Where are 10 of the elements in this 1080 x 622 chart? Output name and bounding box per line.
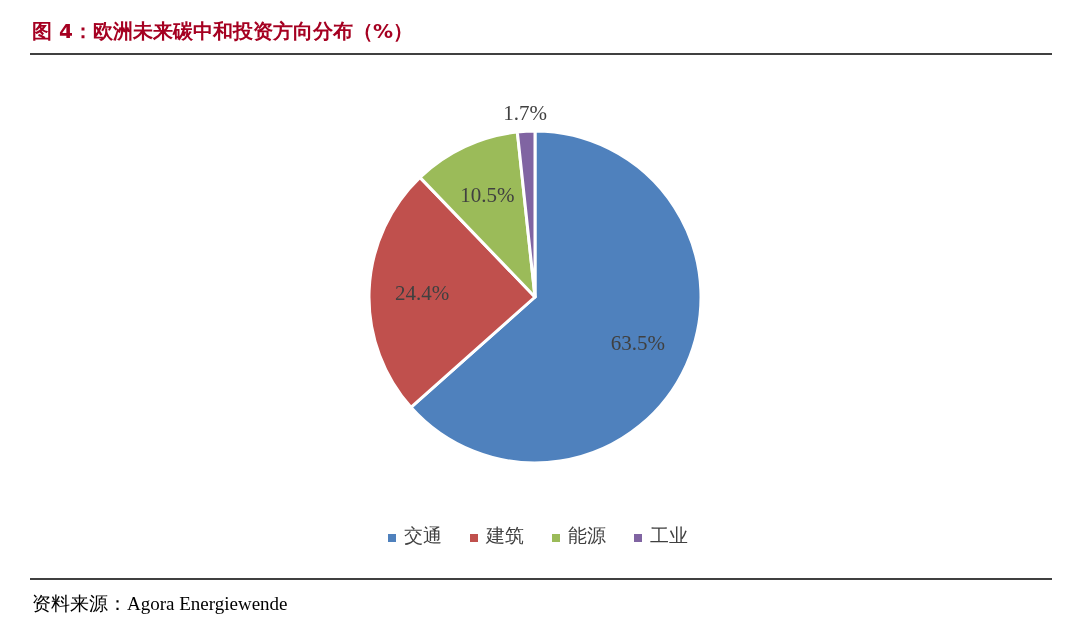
legend-label: 工业 <box>650 524 688 546</box>
data-label: 10.5% <box>460 182 515 207</box>
text: 资料来源：Agora Energiewende <box>32 593 288 614</box>
data-label: 1.7% <box>503 101 548 126</box>
legend-label: 交通 <box>404 524 442 546</box>
legend-label: 建筑 <box>485 524 524 546</box>
data-label: 24.4% <box>395 280 450 305</box>
chart-title: 图 4：欧洲未来碳中和投资方向分布（%） <box>32 19 413 43</box>
data-label: 63.5% <box>610 331 666 356</box>
legend-label: 能源 <box>568 524 606 546</box>
